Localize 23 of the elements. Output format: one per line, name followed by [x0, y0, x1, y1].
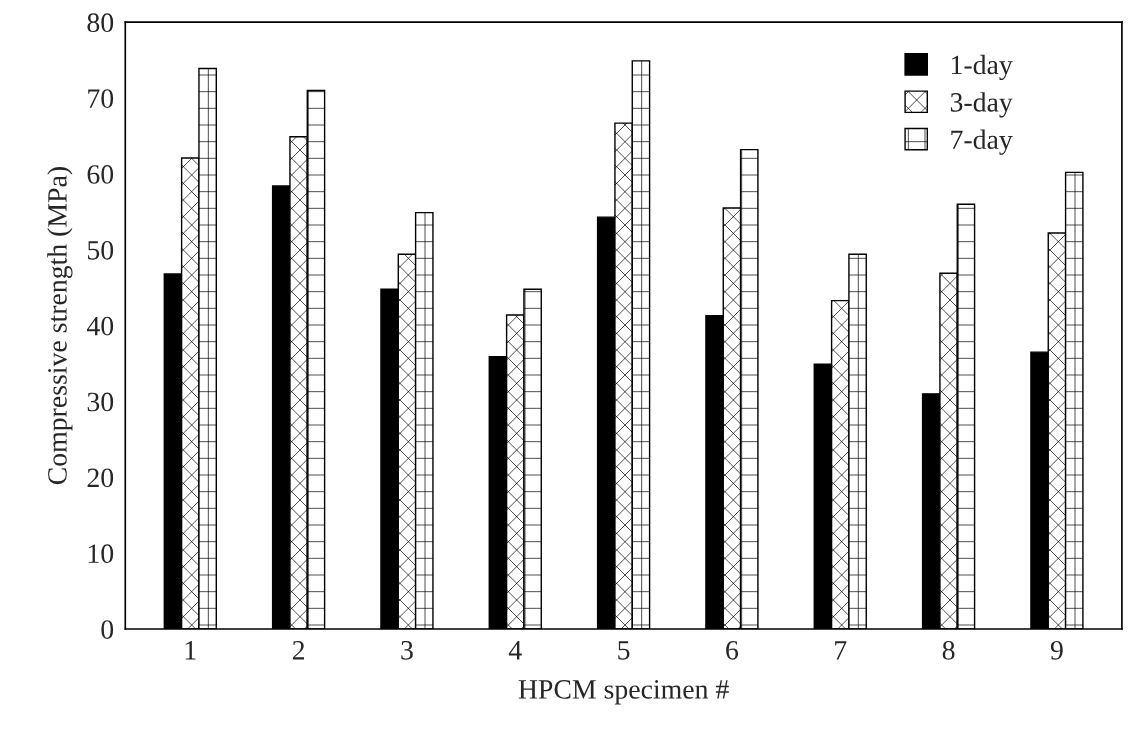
y-tick-label: 40 [86, 316, 114, 336]
y-axis-title: Compressive strength (MPa) [47, 167, 73, 485]
x-tick-label: 5 [618, 641, 630, 660]
y-tick-label: 50 [88, 240, 114, 260]
x-tick-label: 1 [185, 641, 196, 660]
legend-label: 3-day [950, 92, 1013, 118]
y-tick-label: 20 [87, 468, 114, 488]
legend-label: 7-day [951, 129, 1013, 155]
x-tick-label: 9 [1050, 640, 1063, 660]
y-tick-label: 80 [87, 13, 114, 33]
x-tick-label: 6 [726, 640, 739, 660]
x-tick-label: 4 [508, 641, 522, 660]
legend-label: 1-day [951, 54, 1013, 81]
x-axis-title: HPCM specimen # [518, 680, 729, 705]
x-tick-label: 3 [401, 640, 413, 660]
y-tick-label: 10 [88, 544, 114, 564]
y-tick-label: 0 [101, 620, 114, 639]
y-tick-label: 30 [87, 392, 114, 412]
y-tick-label: 60 [87, 165, 114, 184]
y-tick-label: 70 [88, 89, 114, 108]
x-tick-label: 8 [942, 640, 955, 660]
x-tick-label: 7 [835, 641, 847, 660]
x-tick-label: 2 [292, 640, 305, 660]
